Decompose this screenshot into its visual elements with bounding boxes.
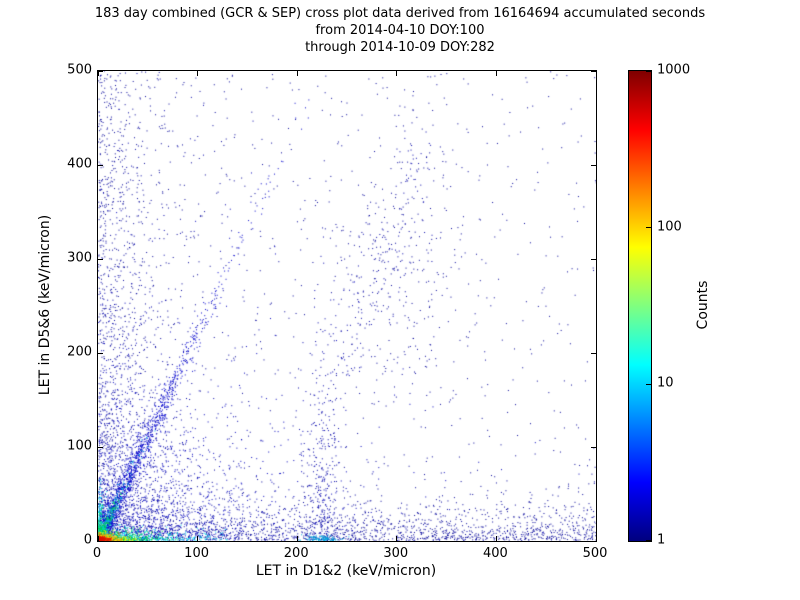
colorbar-label: Counts [695, 280, 711, 330]
x-tick-mark [495, 71, 497, 76]
y-tick-label: 200 [67, 344, 92, 360]
y-tick-label: 0 [83, 532, 92, 548]
x-tick-mark [595, 71, 597, 76]
y-tick-label: 400 [67, 156, 92, 172]
y-tick-label: 100 [67, 438, 92, 454]
colorbar-tick-label: 10 [657, 375, 674, 391]
chart-title: 183 day combined (GCR & SEP) cross plot … [0, 5, 800, 56]
scatter-canvas [98, 71, 596, 541]
y-axis-label: LET in D5&6 (keV/micron) [37, 214, 53, 396]
x-tick-mark [197, 71, 199, 76]
y-tick-mark [98, 70, 103, 72]
y-tick-mark [98, 352, 103, 354]
x-tick-label: 200 [283, 546, 309, 561]
x-tick-mark [396, 536, 398, 541]
y-tick-mark [98, 258, 103, 260]
x-tick-mark [197, 536, 199, 541]
x-tick-mark [97, 536, 99, 541]
colorbar-tick-label: 100 [657, 219, 682, 235]
x-tick-mark [595, 536, 597, 541]
y-tick-label: 500 [67, 62, 92, 78]
y-tick-mark [98, 164, 103, 166]
y-tick-mark [591, 258, 596, 260]
colorbar-gradient [629, 71, 651, 541]
x-tick-label: 500 [582, 546, 608, 561]
colorbar-tick-mark [646, 227, 651, 229]
x-tick-label: 0 [92, 546, 102, 561]
x-tick-label: 100 [184, 546, 210, 561]
x-tick-mark [396, 71, 398, 76]
colorbar-tick-label: 1 [657, 532, 666, 548]
y-tick-mark [98, 540, 103, 542]
y-tick-mark [98, 446, 103, 448]
x-tick-mark [97, 71, 99, 76]
colorbar-tick-label: 1000 [657, 62, 691, 78]
colorbar-tick-mark [646, 71, 651, 72]
x-tick-mark [296, 71, 298, 76]
plot-area [97, 70, 597, 542]
x-axis-label: LET in D1&2 (keV/micron) [255, 563, 437, 579]
colorbar-tick-mark [646, 383, 651, 385]
x-tick-label: 300 [383, 546, 409, 561]
colorbar-tick-mark [646, 540, 651, 541]
chart-title-line3: through 2014-10-09 DOY:282 [305, 40, 495, 55]
y-tick-mark [591, 540, 596, 542]
y-tick-mark [591, 70, 596, 72]
x-tick-mark [296, 536, 298, 541]
x-tick-mark [495, 536, 497, 541]
colorbar [628, 70, 652, 542]
y-tick-mark [591, 164, 596, 166]
chart-title-line2: from 2014-04-10 DOY:100 [315, 23, 485, 38]
y-tick-mark [591, 446, 596, 448]
y-tick-label: 300 [67, 250, 92, 266]
chart-title-line1: 183 day combined (GCR & SEP) cross plot … [94, 6, 706, 21]
y-tick-mark [591, 352, 596, 354]
x-tick-label: 400 [482, 546, 508, 561]
